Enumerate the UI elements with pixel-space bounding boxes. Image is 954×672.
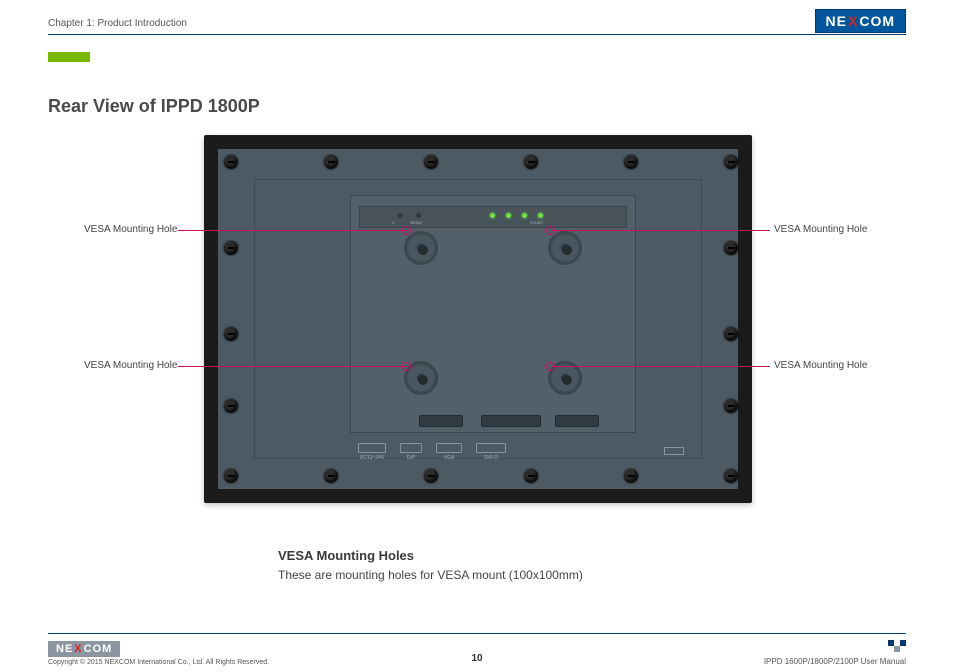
port-icon [358, 443, 386, 453]
module-port [555, 415, 599, 427]
led-label: V [392, 220, 395, 225]
callout-label-bot-right: VESA Mounting Hole [774, 360, 867, 371]
port-dvi-d: DVI-D [476, 443, 506, 461]
port-icon [436, 443, 462, 453]
copyright-text: Copyright © 2015 NEXCOM International Co… [48, 659, 269, 666]
corner-mark-icon [888, 640, 906, 652]
footer-rule [48, 633, 906, 634]
led-label: STDBY [530, 220, 543, 225]
footer-brand-x: X [74, 643, 82, 655]
port-vga: VGA [436, 443, 462, 461]
status-led [538, 213, 543, 218]
perimeter-screw [524, 469, 538, 483]
vesa-mounting-hole [404, 231, 438, 265]
callout-line [552, 366, 770, 367]
led-label: MENU [410, 220, 422, 225]
perimeter-screw [324, 155, 338, 169]
port-d-p: D/P [400, 443, 422, 461]
page-title: Rear View of IPPD 1800P [48, 96, 260, 117]
footer-brand-left: NE [56, 643, 73, 655]
perimeter-screw [224, 327, 238, 341]
status-led [506, 213, 511, 218]
callout-label-top-right: VESA Mounting Hole [774, 224, 867, 235]
perimeter-screw [424, 469, 438, 483]
perimeter-screw [624, 155, 638, 169]
status-led [522, 213, 527, 218]
callout-label-bot-left: VESA Mounting Hole [84, 360, 177, 371]
status-led [416, 213, 421, 218]
callout-line [178, 366, 408, 367]
section-marker [48, 52, 90, 62]
callout-endpoint [402, 362, 411, 371]
module-port [419, 415, 463, 427]
callout-line [178, 230, 408, 231]
footer-brand-right: COM [84, 643, 113, 655]
perimeter-screw [524, 155, 538, 169]
status-led [490, 213, 495, 218]
status-led [398, 213, 403, 218]
callout-endpoint [546, 226, 555, 235]
port-dc12-24v: DC12~24V [358, 443, 386, 461]
port-label: D/P [407, 455, 415, 461]
port-icon [400, 443, 422, 453]
perimeter-screw [424, 155, 438, 169]
module-port [481, 415, 541, 427]
brand-text-x: X [848, 13, 858, 29]
port-icon [476, 443, 506, 453]
caption-text: These are mounting holes for VESA mount … [278, 568, 583, 582]
perimeter-screw [224, 241, 238, 255]
led-strip: V MENU STDBY [359, 206, 627, 228]
usb-icon [664, 447, 684, 455]
brand-logo: NEXCOM [815, 9, 906, 33]
page-number: 10 [471, 653, 482, 664]
perimeter-screw [224, 399, 238, 413]
perimeter-screw [724, 241, 738, 255]
callout-line [552, 230, 770, 231]
perimeter-screw [624, 469, 638, 483]
callout-label-top-left: VESA Mounting Hole [84, 224, 177, 235]
perimeter-screw [724, 155, 738, 169]
caption-title: VESA Mounting Holes [278, 548, 414, 563]
perimeter-screw [324, 469, 338, 483]
port-label-row: DC12~24V D/P VGA DVI-D [358, 443, 658, 465]
vesa-mounting-hole [548, 231, 582, 265]
footer-brand-logo: NEXCOM [48, 641, 120, 657]
page-header: Chapter 1: Product Introduction NEXCOM [0, 0, 954, 42]
callout-endpoint [402, 226, 411, 235]
device-rear-diagram: V MENU STDBY DC12~24V D/P VGA DVI-D [204, 135, 752, 503]
perimeter-screw [224, 469, 238, 483]
port-label: DVI-D [484, 455, 498, 461]
callout-endpoint [546, 362, 555, 371]
port-label: VGA [444, 455, 455, 461]
brand-text-left: NE [826, 13, 847, 29]
perimeter-screw [724, 327, 738, 341]
perimeter-screw [724, 399, 738, 413]
header-rule [48, 34, 906, 35]
device-back-panel: V MENU STDBY DC12~24V D/P VGA DVI-D [218, 149, 738, 489]
manual-name: IPPD 1600P/1800P/2100P User Manual [764, 657, 906, 666]
perimeter-screw [724, 469, 738, 483]
port-label: DC12~24V [360, 455, 385, 461]
brand-text-right: COM [859, 13, 895, 29]
perimeter-screw [224, 155, 238, 169]
chapter-label: Chapter 1: Product Introduction [48, 18, 187, 29]
